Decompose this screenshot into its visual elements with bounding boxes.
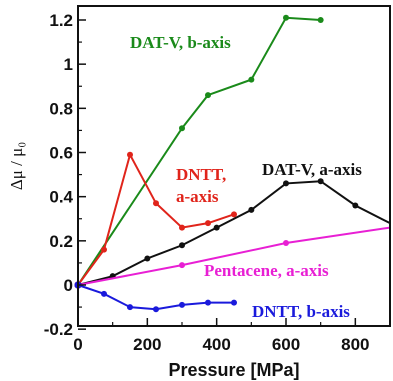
data-point-dntt-b-axis bbox=[231, 299, 237, 306]
x-tick-label: 600 bbox=[272, 335, 300, 354]
data-point-dat-v-a-axis bbox=[144, 255, 151, 262]
x-tick-label: 200 bbox=[133, 335, 161, 354]
data-point-dntt-a-axis bbox=[179, 224, 185, 231]
series-layer bbox=[74, 14, 391, 313]
data-point-dat-v-a-axis bbox=[213, 224, 220, 231]
y-tick-label: 0.8 bbox=[49, 99, 73, 118]
axis-ticks: 0 200 400 600 800-0.200.20.40.60.811.2 bbox=[44, 11, 370, 354]
annotation-dat-v-b-axis: DAT-V, b-axis bbox=[130, 33, 231, 52]
data-point-dat-v-b-axis bbox=[283, 14, 289, 21]
x-tick-label: 800 bbox=[341, 335, 369, 354]
series-annotations: DAT-V, b-axis DNTT, a-axis DAT-V, a-axis… bbox=[130, 33, 362, 321]
y-tick-label: 0.6 bbox=[49, 144, 73, 163]
y-axis-label: Δμ / μ₀ bbox=[7, 142, 26, 190]
data-point-dntt-b-axis bbox=[205, 299, 211, 306]
series-line-pentacene-a-axis bbox=[77, 226, 391, 286]
data-point-pentacene-a-axis bbox=[283, 240, 289, 247]
series-line-dat-v-a-axis bbox=[77, 180, 391, 286]
data-point-dat-v-a-axis bbox=[283, 180, 289, 187]
data-point-dat-v-a-axis bbox=[248, 206, 255, 213]
data-point-dntt-b-axis bbox=[153, 306, 159, 313]
annotation-dntt-b-axis: DNTT, b-axis bbox=[252, 302, 350, 321]
annotation-dat-v-a-axis: DAT-V, a-axis bbox=[262, 160, 362, 179]
annotation-dntt-a-axis-line2: a-axis bbox=[176, 187, 219, 206]
x-tick-label: 0 bbox=[73, 335, 82, 354]
y-tick-label: 0.2 bbox=[49, 232, 73, 251]
data-point-dntt-b-axis bbox=[179, 301, 185, 308]
y-tick-label: -0.2 bbox=[44, 320, 73, 339]
plot-frame bbox=[77, 5, 391, 327]
annotation-dntt-a-axis-line1: DNTT, bbox=[176, 165, 226, 184]
y-tick-label: 0 bbox=[64, 276, 73, 295]
y-tick-label: 1.2 bbox=[49, 11, 73, 30]
data-point-dntt-b-axis bbox=[101, 290, 107, 297]
data-point-dntt-a-axis bbox=[101, 246, 107, 253]
data-point-dat-v-b-axis bbox=[179, 125, 185, 132]
series-line-dntt-b-axis bbox=[77, 284, 234, 311]
data-point-dat-v-a-axis bbox=[179, 242, 185, 249]
x-tick-label: 400 bbox=[202, 335, 230, 354]
data-point-pentacene-a-axis bbox=[179, 262, 185, 269]
annotation-pentacene-a-axis: Pentacene, a-axis bbox=[204, 261, 329, 280]
data-point-dat-v-b-axis bbox=[205, 92, 211, 99]
data-point-dat-v-a-axis bbox=[352, 202, 359, 209]
data-point-dntt-a-axis bbox=[153, 200, 159, 207]
data-point-dntt-a-axis bbox=[231, 211, 237, 218]
data-point-dntt-b-axis bbox=[127, 304, 133, 311]
data-point-dntt-a-axis bbox=[127, 151, 133, 158]
data-point-dat-v-a-axis bbox=[317, 178, 324, 185]
series-line-dat-v-b-axis bbox=[77, 16, 321, 286]
x-axis-label: Pressure [MPa] bbox=[168, 360, 299, 380]
y-tick-label: 0.4 bbox=[49, 188, 73, 207]
data-point-dat-v-b-axis bbox=[248, 76, 255, 83]
y-tick-label: 1 bbox=[64, 55, 73, 74]
data-point-dat-v-b-axis bbox=[317, 17, 324, 23]
data-point-dntt-a-axis bbox=[205, 220, 211, 227]
